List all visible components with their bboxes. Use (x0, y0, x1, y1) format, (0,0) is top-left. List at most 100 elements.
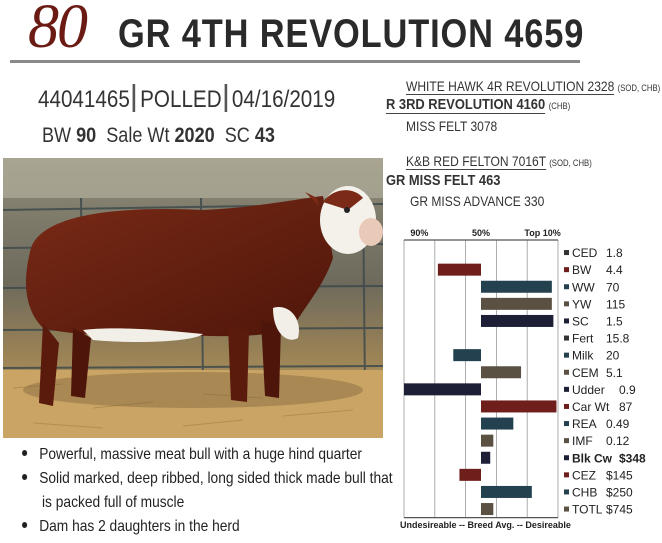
legend-swatch (564, 301, 569, 307)
chart-top-labels: 90% 50% Top 10% (410, 228, 560, 238)
pedigree-dam-sire: K&B RED FELTON 7016T (SOD, CHB) (406, 153, 592, 170)
legend-swatch (564, 403, 569, 409)
trait-name: WW (572, 280, 595, 294)
legend-swatch (564, 250, 569, 256)
trait-name: Car Wt (572, 400, 610, 414)
trait-name: IMF (572, 434, 593, 448)
trait-name: YW (572, 297, 592, 311)
bull-illustration (3, 158, 383, 438)
trait-value: 0.9 (619, 383, 636, 397)
bullet-item: Solid marked, deep ribbed, long sided th… (22, 470, 393, 488)
legend-swatch (564, 455, 569, 461)
chart-bottom-label: Undesireable -- Breed Avg. -- Desireable (400, 520, 571, 530)
trait-bar (453, 349, 481, 362)
bullet-dot (22, 522, 28, 528)
bw-label: BW (42, 124, 72, 147)
trait-name: Udder (572, 383, 605, 397)
trait-bar (481, 485, 532, 498)
trait-value: 0.49 (606, 417, 630, 431)
trait-value: 15.8 (606, 332, 630, 346)
trait-bar (481, 503, 494, 516)
pedigree-dam: GR MISS FELT 463 (386, 172, 501, 189)
top-label: Top 10% (524, 228, 560, 238)
bullet-item: Powerful, massive meat bull with a huge … (22, 446, 362, 464)
trait-bar (404, 383, 481, 396)
trait-name: Milk (572, 349, 594, 363)
trait-name: SC (572, 314, 589, 328)
trait-bar (481, 314, 554, 327)
sale-wt-label: Sale Wt (106, 124, 170, 147)
legend-swatch (564, 489, 569, 495)
trait-value: 5.1 (606, 366, 623, 380)
bull-name: GR 4TH REVOLUTION 4659 (118, 12, 585, 56)
trait-bar (481, 400, 557, 413)
sc-value: 43 (254, 124, 275, 147)
trait-bar (481, 280, 552, 293)
legend-swatch (564, 267, 569, 273)
bullet-dot (22, 450, 28, 456)
top-label: 50% (472, 228, 490, 238)
bull-photo (3, 158, 383, 438)
trait-name: Fert (572, 332, 594, 346)
birth-date: 04/16/2019 (231, 86, 336, 113)
trait-name: TOTL (572, 503, 603, 517)
trait-name: CHB (572, 485, 597, 499)
pedigree-sire: R 3RD REVOLUTION 4160 (CHB) (386, 96, 571, 114)
trait-name: BW (572, 263, 592, 277)
trait-value: $250 (606, 485, 633, 499)
trait-value: $145 (606, 468, 633, 482)
legend-swatch (564, 506, 569, 512)
legend-swatch (564, 369, 569, 375)
trait-name: CEM (572, 366, 599, 380)
identification-line: 44041465 POLLED 04/16/2019 (38, 84, 335, 114)
trait-value: 1.8 (606, 246, 623, 260)
legend-swatch (564, 421, 569, 427)
epd-percentile-chart: 90% 50% Top 10% CED 1.8 BW 4.4 WW 70 YW 115 SC 1.5 F… (400, 228, 646, 530)
trait-bar (459, 468, 481, 481)
performance-stats: BW 90 Sale Wt 2020 SC 43 (42, 124, 275, 148)
lot-number: 80 (28, 0, 88, 61)
bullet-dot (22, 474, 28, 480)
divider (132, 84, 135, 112)
registration-number: 44041465 (38, 86, 130, 113)
trait-bar (437, 263, 481, 276)
top-label: 90% (410, 228, 428, 238)
trait-bar (481, 297, 552, 310)
trait-name: Blk Cw (572, 451, 613, 465)
legend-swatch (564, 386, 569, 392)
pedigree-sire-dam: MISS FELT 3078 (406, 118, 498, 134)
trait-value: 20 (606, 349, 620, 363)
trait-value: 70 (606, 280, 620, 294)
trait-bar (481, 417, 514, 430)
bullet-item-continuation: is packed full of muscle (42, 494, 185, 511)
trait-name: REA (572, 417, 597, 431)
trait-name: CED (572, 246, 598, 260)
trait-value: $745 (606, 503, 633, 517)
trait-value: $348 (619, 451, 646, 465)
chart-bars (404, 263, 557, 516)
sc-label: SC (224, 124, 250, 147)
legend-swatch (564, 352, 569, 358)
trait-value: 115 (606, 297, 625, 311)
trait-name: CEZ (572, 468, 596, 482)
legend-swatch (564, 472, 569, 478)
trait-bar (481, 434, 494, 447)
trait-value: 0.12 (606, 434, 630, 448)
trait-bar (481, 366, 522, 379)
legend-swatch (564, 318, 569, 324)
pedigree-sire-sire: WHITE HAWK 4R REVOLUTION 2328 (SOD, CHB) (406, 78, 661, 95)
polled-status: POLLED (140, 86, 222, 113)
legend-swatch (564, 284, 569, 290)
bw-value: 90 (76, 124, 97, 147)
chart-trait-labels: CED 1.8 BW 4.4 WW 70 YW 115 SC 1.5 Fert 15.8 Milk 20 C… (564, 246, 646, 517)
trait-value: 87 (619, 400, 633, 414)
trait-value: 4.4 (606, 263, 623, 277)
sale-wt-value: 2020 (174, 124, 215, 147)
pedigree-dam-dam: GR MISS ADVANCE 330 (410, 193, 545, 209)
legend-swatch (564, 438, 569, 444)
bullet-item: Dam has 2 daughters in the herd (22, 518, 240, 536)
trait-value: 1.5 (606, 314, 623, 328)
legend-swatch (564, 335, 569, 341)
trait-bar (481, 451, 491, 464)
divider (224, 84, 227, 112)
